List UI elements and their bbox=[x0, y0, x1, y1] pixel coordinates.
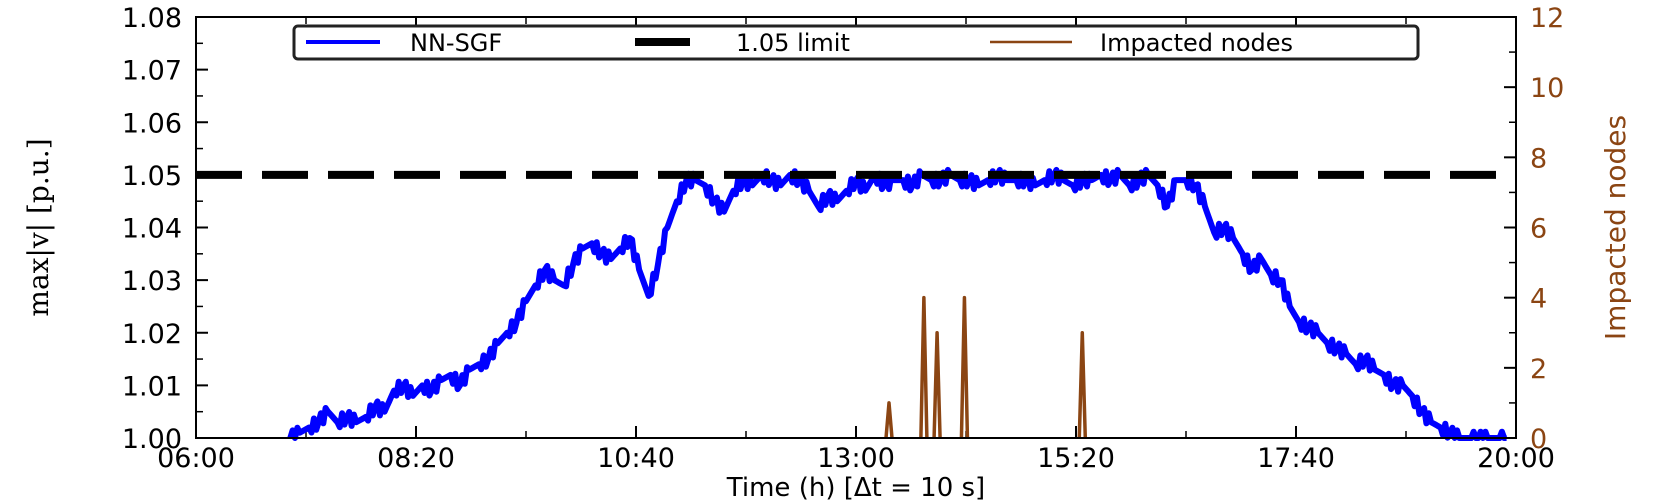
y2-tick-label: 12 bbox=[1530, 3, 1564, 34]
y2-tick-label: 6 bbox=[1530, 214, 1547, 245]
y-tick-label: 1.05 bbox=[122, 161, 182, 192]
y-tick-label: 1.04 bbox=[122, 214, 182, 245]
tick-labels: 06:00 08:20 10:40 13:00 15:20 17:40 20:00 1.00 1… bbox=[122, 3, 1564, 474]
legend-label-limit: 1.05 limit bbox=[736, 29, 850, 57]
x-tick-label: 06:00 bbox=[157, 443, 235, 474]
x-tick-label: 10:40 bbox=[597, 443, 675, 474]
y2-tick-label: 2 bbox=[1530, 354, 1547, 385]
x-tick-label: 20:00 bbox=[1477, 443, 1555, 474]
legend: NN-SGF 1.05 limit Impacted nodes bbox=[292, 24, 1420, 61]
y-tick-label: 1.03 bbox=[122, 266, 182, 297]
series-layer bbox=[196, 166, 1516, 441]
y-tick-label: 1.08 bbox=[122, 3, 182, 34]
y2-tick-label: 4 bbox=[1530, 284, 1547, 315]
legend-label-nn-sgf: NN-SGF bbox=[410, 29, 502, 57]
x-tick-label: 08:20 bbox=[377, 443, 455, 474]
legend-box bbox=[292, 24, 1420, 61]
y-tick-label: 1.01 bbox=[122, 371, 182, 402]
impacted-nodes-spike bbox=[932, 331, 942, 439]
y-tick-label: 1.07 bbox=[122, 56, 182, 87]
y2-axis-title: Impacted nodes bbox=[1599, 115, 1632, 340]
y-tick-label: 1.02 bbox=[122, 319, 182, 350]
x-tick-label: 13:00 bbox=[817, 443, 895, 474]
x-tick-label: 15:20 bbox=[1037, 443, 1115, 474]
legend-label-impacted-nodes: Impacted nodes bbox=[1100, 29, 1293, 57]
impacted-nodes-spike bbox=[959, 295, 970, 439]
plot-frame bbox=[195, 16, 1517, 439]
y2-tick-label: 8 bbox=[1530, 143, 1547, 174]
series-line-nn-sgf bbox=[287, 166, 1508, 441]
y-axis-title: max|v| [p.u.] bbox=[22, 138, 55, 316]
y-tick-label: 1.00 bbox=[122, 424, 182, 455]
x-axis-title: Time (h) [Δt = 10 s] bbox=[726, 473, 985, 503]
impacted-nodes-spike bbox=[884, 401, 894, 439]
impacted-nodes-spike bbox=[919, 295, 929, 439]
axis-ticks bbox=[195, 16, 1517, 439]
x-tick-label: 17:40 bbox=[1257, 443, 1335, 474]
y-tick-label: 1.06 bbox=[122, 108, 182, 139]
y2-tick-label: 0 bbox=[1530, 424, 1547, 455]
y2-tick-label: 10 bbox=[1530, 73, 1564, 104]
impacted-nodes-spike bbox=[1077, 331, 1088, 439]
